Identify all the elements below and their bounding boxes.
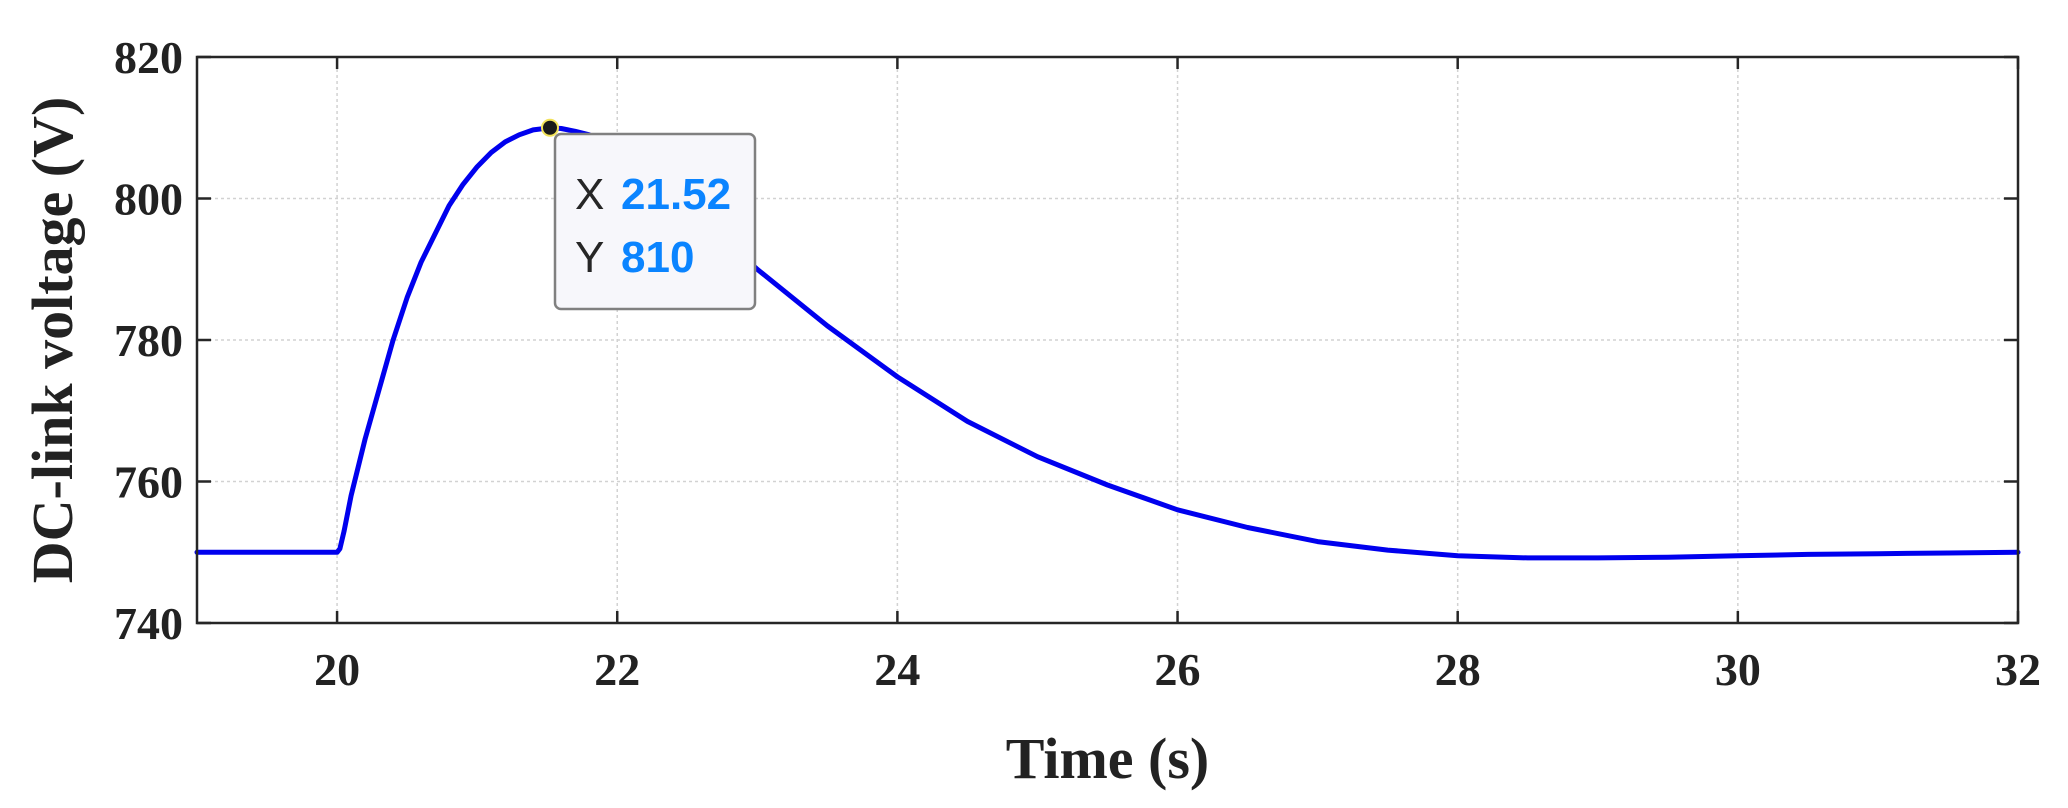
x-tick-label: 20	[314, 644, 360, 695]
y-tick-label: 800	[114, 174, 183, 225]
axis-ticks: 20 22 24 26 28 30 32 740 760 780 800 820	[114, 32, 2041, 695]
datatip-y-key: Y	[575, 233, 604, 282]
x-tick-label: 32	[1995, 644, 2041, 695]
series-layer	[194, 125, 2021, 561]
datatip-box	[553, 132, 757, 311]
series-line	[194, 125, 2021, 561]
plot-area-frame	[195, 55, 2020, 625]
y-tick-label: 760	[114, 457, 183, 508]
datatip-x-value: 21.52	[621, 170, 731, 219]
datatip-marker[interactable]	[540, 118, 559, 137]
x-tick-label: 30	[1715, 644, 1761, 695]
y-tick-label: 780	[114, 315, 183, 366]
y-axis-title: DC-link voltage (V)	[20, 97, 85, 584]
datatip[interactable]: X 21.52 Y 810	[540, 118, 757, 311]
y-tick-label: 820	[114, 32, 183, 83]
x-tick-label: 28	[1435, 644, 1481, 695]
x-tick-label: 24	[874, 644, 920, 695]
datatip-x-key: X	[575, 170, 604, 219]
grid-lines	[197, 57, 2018, 623]
datatip-y-value: 810	[621, 233, 694, 282]
x-axis-title: Time (s)	[1006, 726, 1210, 791]
x-tick-label: 26	[1155, 644, 1201, 695]
y-tick-label: 740	[114, 598, 183, 649]
x-tick-label: 22	[594, 644, 640, 695]
